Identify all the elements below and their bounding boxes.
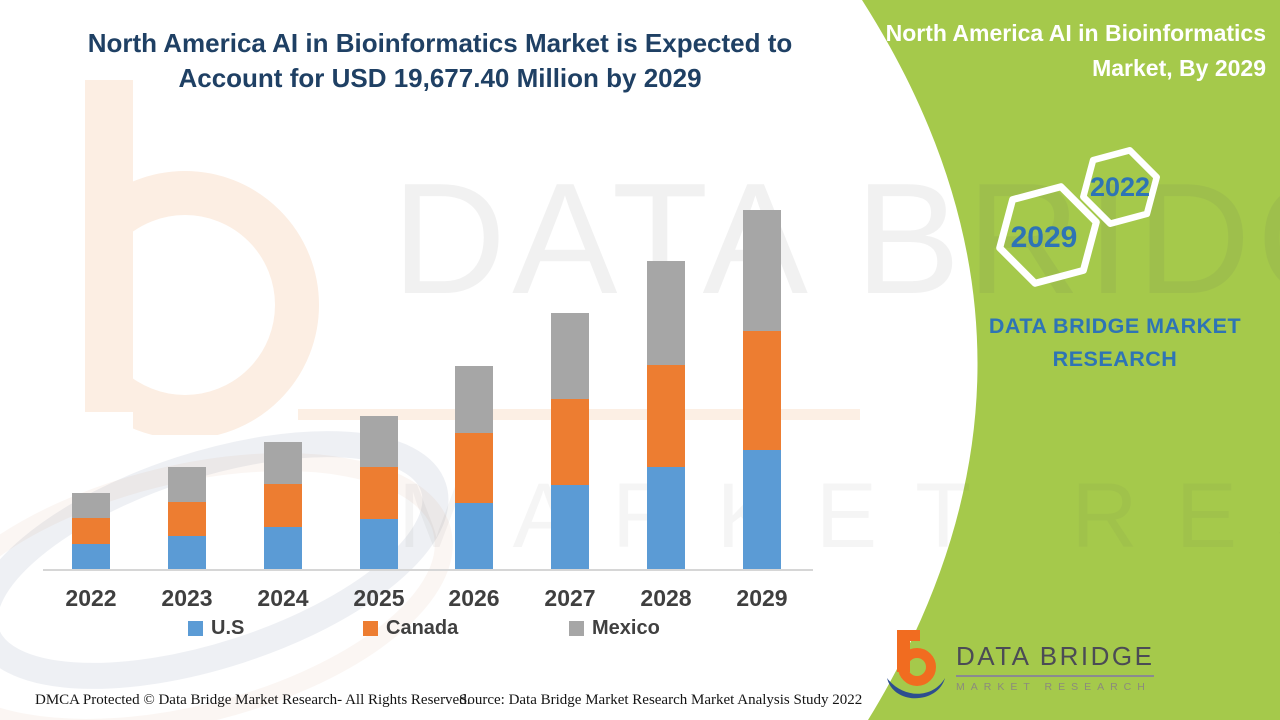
x-axis-line [43,569,813,571]
databridge-logo: DATA BRIDGE MARKET RESEARCH [886,628,1155,706]
hexagon-2029-icon [996,183,1100,287]
chart-title: North America AI in Bioinformatics Marke… [60,26,820,96]
side-panel-shape [862,0,1280,720]
x-axis-label-2022: 2022 [65,585,117,611]
side-panel-brand-text: DATA BRIDGE MARKET RESEARCH [988,314,1242,372]
bar-2029-mexico [743,210,781,331]
bar-2029-us [743,449,781,570]
chart-title-line2: Account for USD 19,677.40 Million by 202… [178,63,702,94]
legend-swatch-icon [363,621,378,636]
hexagon-badges: 2022 2029 [996,147,1160,287]
bar-2029-canada [743,330,781,450]
bar-2024-us [264,527,302,570]
logo-tagline: MARKET RESEARCH [956,681,1151,693]
bar-2026 [455,365,493,570]
bar-2028-mexico [647,261,685,365]
x-axis-label-2026: 2026 [448,585,500,611]
bar-2027-canada [551,398,589,485]
bar-2022-us [72,544,110,570]
legend-swatch-icon [569,621,584,636]
bar-2022-canada [72,518,110,545]
bar-2027 [551,313,589,570]
x-axis-label-2024: 2024 [257,585,309,611]
bar-2027-mexico [551,313,589,399]
legend-item-canada: Canada [363,617,458,640]
bar-2026-us [455,502,493,570]
bar-2025-canada [360,466,398,519]
bar-2023-canada [168,501,206,536]
bar-2028-us [647,466,685,570]
legend-swatch-icon [188,621,203,636]
bar-2026-canada [455,432,493,503]
bar-2027-us [551,484,589,570]
hexagon-2022-icon [1080,147,1160,227]
chart-title-line1: North America AI in Bioinformatics Marke… [87,28,793,58]
bar-2026-mexico [455,365,493,433]
bar-2023-us [168,535,206,570]
x-axis-label-2025: 2025 [353,585,405,611]
bar-2028-canada [647,364,685,467]
bar-2022-mexico [72,493,110,519]
legend-label: Canada [386,617,459,639]
side-panel-heading: North America AI in Bioinformatics Marke… [885,20,1266,81]
bar-2024-canada [264,484,302,528]
x-axis-label-2023: 2023 [161,585,213,611]
bar-2022 [72,493,110,570]
footer-dmca-text: DMCA Protected © Data Bridge Market Rese… [35,692,471,708]
legend-label: U.S [211,617,245,639]
hexagon-2022-label: 2022 [1090,172,1150,202]
x-axis-label-2029: 2029 [736,585,788,611]
logo-name: DATA BRIDGE [956,641,1155,677]
bar-2024-mexico [264,441,302,485]
bar-2023-mexico [168,466,206,502]
databridge-logo-text: DATA BRIDGE MARKET RESEARCH [956,641,1155,693]
legend-item-mexico: Mexico [569,617,660,640]
footer-source-text: Source: Data Bridge Market Research Mark… [459,692,863,708]
bar-2028 [647,261,685,570]
legend-item-us: U.S [188,617,244,640]
bar-2029 [743,210,781,570]
x-axis-label-2027: 2027 [544,585,596,611]
bar-2025 [360,415,398,570]
databridge-logo-mark-icon [887,630,945,699]
bar-2025-us [360,518,398,570]
legend-label: Mexico [592,617,660,639]
x-axis-label-2028: 2028 [640,585,692,611]
bar-2024 [264,441,302,570]
bar-2025-mexico [360,415,398,467]
hexagon-2029-label: 2029 [1011,221,1078,254]
bar-2023 [168,466,206,570]
